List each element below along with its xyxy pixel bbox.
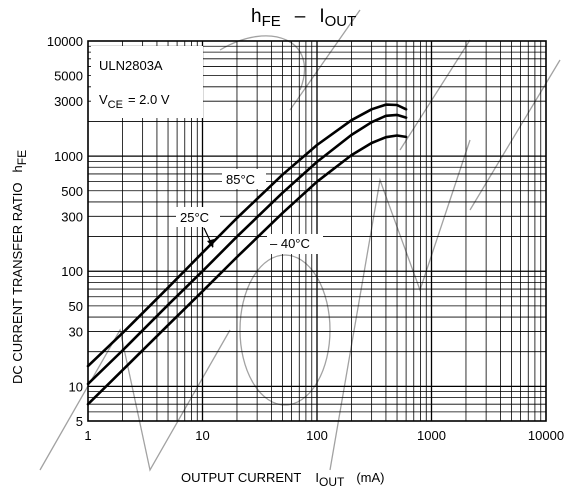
x-axis-label: OUTPUT CURRENT IOUT (mA) (181, 470, 385, 488)
x-axis-symbol-sub: OUT (319, 475, 345, 488)
y-tick-label: 30 (69, 324, 83, 339)
y-axis-label-text: DC CURRENT TRANSFER RATIO (10, 182, 25, 384)
x-tick-label: 10000 (528, 428, 564, 443)
watermark (39, 9, 561, 472)
label-arrowhead-25c (207, 239, 214, 248)
y-tick-label: 10000 (47, 34, 83, 49)
series-line-0 (86, 103, 408, 368)
series-label-minus40c: – 40°C (270, 236, 310, 251)
y-tick-label: 5000 (54, 69, 83, 84)
y-axis-label: DC CURRENT TRANSFER RATIO hFE (10, 150, 29, 384)
title-second: I (319, 6, 324, 27)
condition-symbol: V (99, 92, 108, 107)
x-axis-label-text: OUTPUT CURRENT (181, 470, 301, 485)
x-axis-symbol: I (315, 470, 319, 485)
y-tick-label: 1000 (54, 149, 83, 164)
condition-symbol-sub: CE (108, 99, 123, 111)
label-bg-85 (222, 169, 266, 189)
series-label-85c: 85°C (226, 172, 255, 187)
y-axis-symbol: h (10, 165, 25, 172)
title-second-sub: OUT (325, 13, 357, 30)
series-group (86, 103, 408, 406)
x-tick-label: 1 (84, 428, 91, 443)
series-labels: 85°C 25°C – 40°C (176, 169, 323, 254)
y-tick-label: 10 (69, 379, 83, 394)
plot-frame (87, 40, 547, 422)
y-axis-symbol-sub: FE (15, 150, 29, 165)
x-tick-label: 1000 (417, 428, 446, 443)
title-main: h (251, 6, 262, 27)
series-line-2 (86, 134, 408, 406)
series-label-25c: 25°C (180, 210, 209, 225)
y-tick-label: 300 (61, 209, 83, 224)
y-tick-label: 5 (76, 414, 83, 429)
x-tick-label: 10 (195, 428, 209, 443)
y-tick-label: 500 (61, 184, 83, 199)
y-tick-labels: 5 10 30 50 100 300 500 1000 3000 5000 10000 (47, 34, 83, 429)
chart-title: hFE – IOUT (251, 6, 356, 30)
condition-value: = 2.0 V (128, 92, 170, 107)
title-separator: – (295, 6, 306, 27)
x-tick-label: 100 (306, 428, 328, 443)
y-tick-label: 50 (69, 299, 83, 314)
annotation-box (91, 46, 203, 118)
x-axis-unit: (mA) (356, 470, 384, 485)
label-bg-25 (176, 207, 220, 227)
y-tick-label: 100 (61, 264, 83, 279)
x-tick-labels: 1 10 100 1000 10000 (84, 428, 564, 443)
series-line-1 (86, 113, 408, 386)
part-number: ULN2803A (99, 58, 163, 73)
title-main-sub: FE (262, 13, 281, 30)
condition-text: VCE = 2.0 V (99, 92, 170, 111)
y-tick-label: 3000 (54, 94, 83, 109)
label-bg-m40 (267, 234, 323, 254)
